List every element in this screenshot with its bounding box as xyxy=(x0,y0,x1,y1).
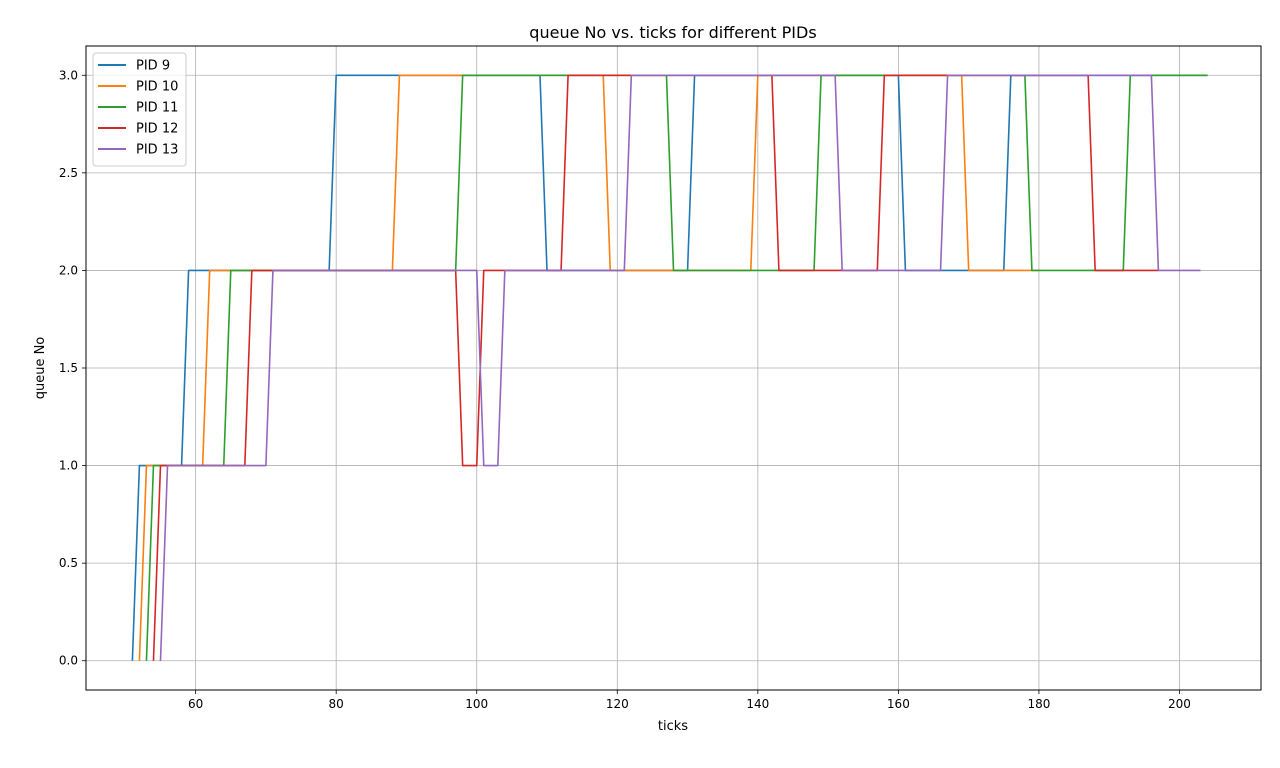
y-tick-label: 2.5 xyxy=(59,166,78,180)
legend-label: PID 13 xyxy=(136,143,178,158)
y-tick-label: 2.0 xyxy=(59,263,78,277)
legend-label: PID 10 xyxy=(136,80,178,95)
y-tick-label: 0.0 xyxy=(59,654,78,668)
y-tick-label: 0.5 xyxy=(59,556,78,570)
y-tick-label: 1.0 xyxy=(59,459,78,473)
legend-label: PID 11 xyxy=(136,101,178,116)
legend-label: PID 12 xyxy=(136,122,178,137)
series-line-pid-5 xyxy=(159,74,1201,661)
legend-label: PID 9 xyxy=(136,59,170,74)
x-tick-label: 160 xyxy=(887,697,910,711)
legend: PID 9 PID 10 PID 11 PID 12 PID 13 xyxy=(92,52,187,167)
y-tick-label: 3.0 xyxy=(59,68,78,82)
x-tick-label: 200 xyxy=(1168,697,1191,711)
x-tick-label: 120 xyxy=(606,697,629,711)
x-tick-label: 180 xyxy=(1027,697,1050,711)
series-lines xyxy=(131,74,1208,661)
axis-ticks: 60 80 100 120 140 160 180 200 0.0 0.5 1.0 1.5 2.0 2.5… xyxy=(59,68,1191,711)
x-axis-label: ticks xyxy=(658,719,688,734)
y-tick-label: 1.5 xyxy=(59,361,78,375)
legend-box xyxy=(92,52,187,167)
series-line-pid-3 xyxy=(145,74,1208,661)
x-tick-label: 80 xyxy=(329,697,344,711)
y-axis-label: queue No xyxy=(33,337,48,400)
x-tick-label: 100 xyxy=(465,697,488,711)
x-tick-label: 60 xyxy=(188,697,203,711)
x-tick-label: 140 xyxy=(746,697,769,711)
chart-title: queue No vs. ticks for different PIDs xyxy=(529,23,816,42)
